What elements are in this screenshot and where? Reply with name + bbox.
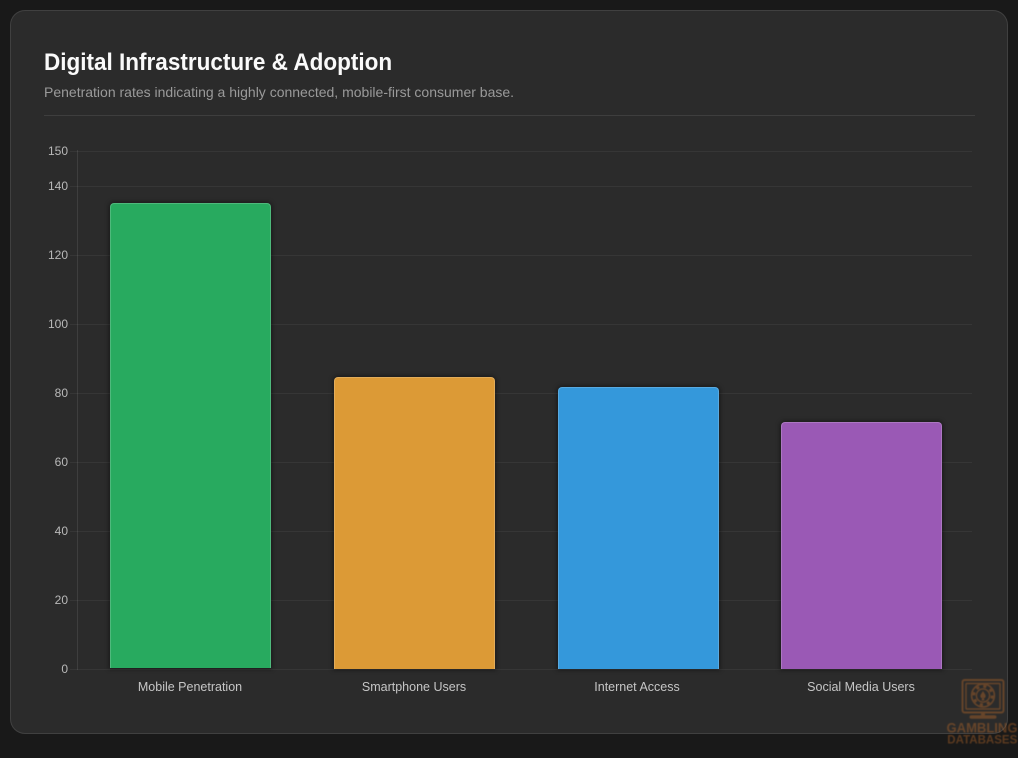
svg-text:GAMBLING: GAMBLING [947, 721, 1018, 736]
svg-text:DATABASES: DATABASES [947, 733, 1017, 747]
